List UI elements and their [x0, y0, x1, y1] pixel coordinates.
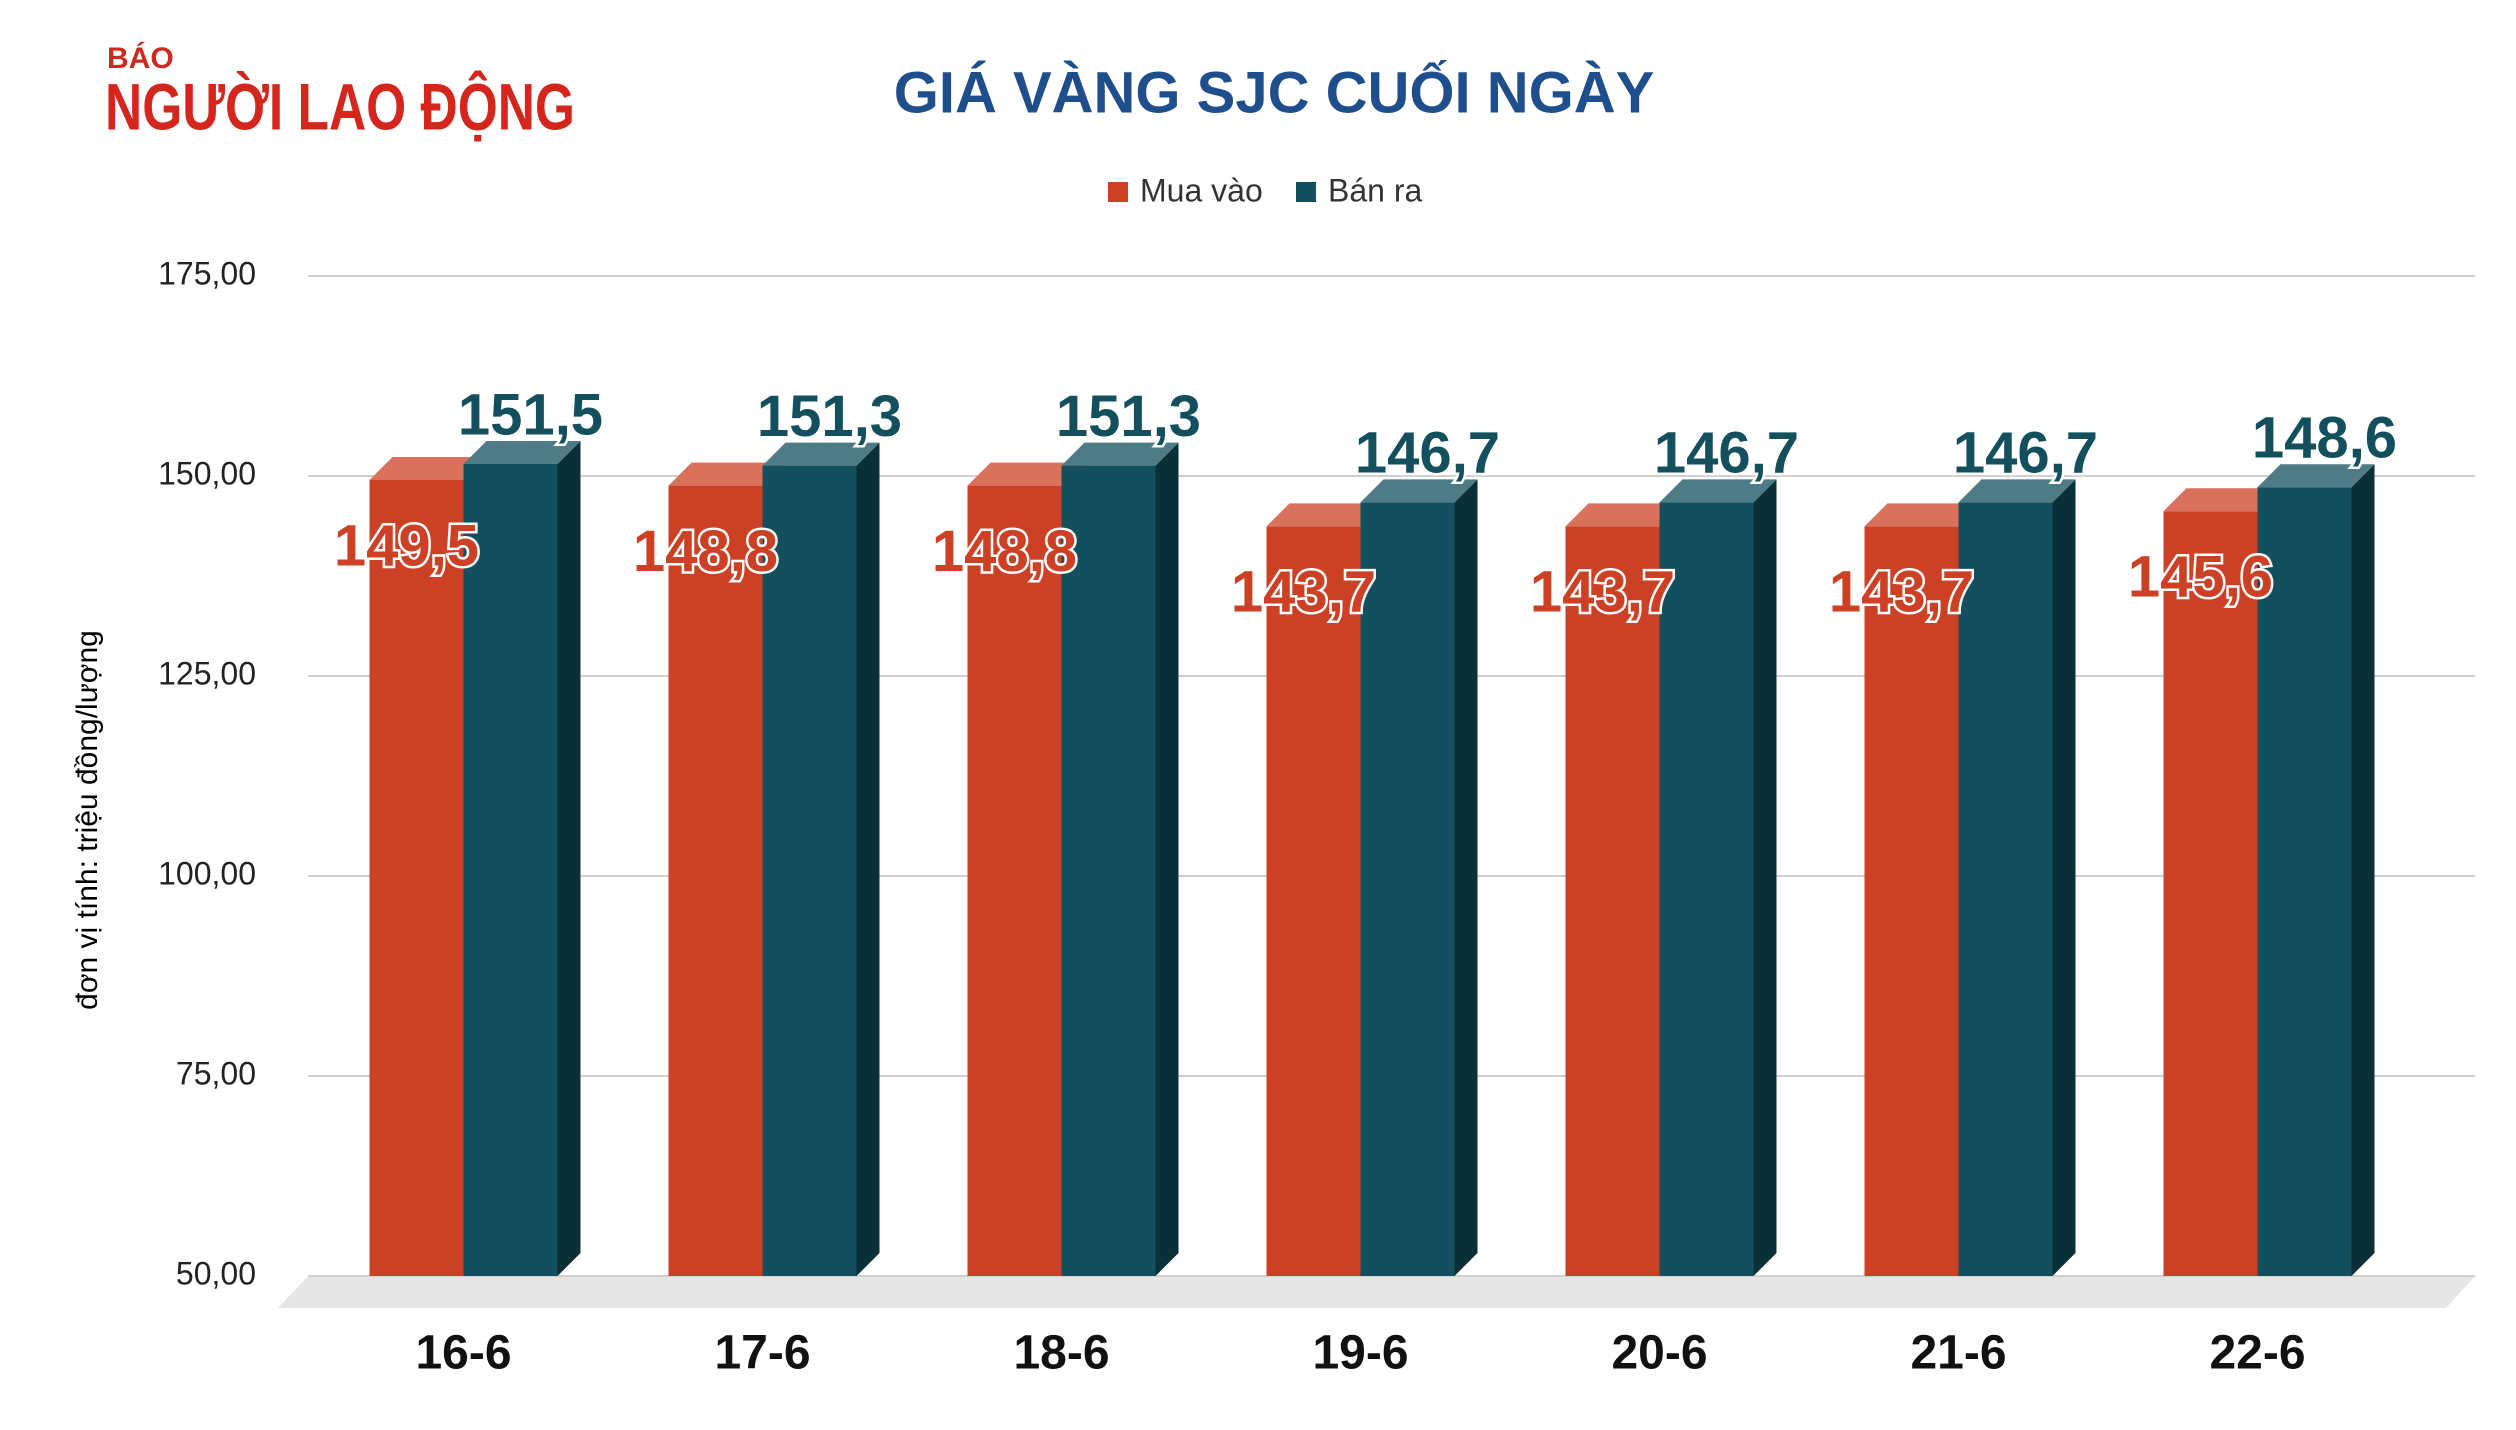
data-label: 143,7 — [1231, 560, 1376, 625]
bar — [2163, 511, 2258, 1276]
bar — [2257, 487, 2352, 1276]
floor — [278, 1276, 2475, 1308]
data-label: 146,7 — [1953, 421, 2098, 486]
logo-small: BÁO — [107, 41, 174, 75]
y-tick-label: 125,00 — [158, 655, 256, 691]
data-label: 143,7 — [1829, 560, 1974, 625]
bar — [1864, 526, 1959, 1276]
data-label: 148,8 — [932, 519, 1077, 584]
bar-top — [1061, 442, 1179, 466]
x-tick-label: 19-6 — [1312, 1327, 1408, 1380]
bar-top — [1958, 479, 2076, 503]
chart-title: GIÁ VÀNG SJC CUỐI NGÀY — [894, 60, 1655, 125]
y-tick-label: 75,00 — [176, 1055, 256, 1091]
x-tick-label: 17-6 — [714, 1327, 810, 1380]
y-tick-label: 50,00 — [176, 1255, 256, 1291]
bar — [967, 485, 1062, 1277]
x-tick-label: 16-6 — [415, 1327, 511, 1380]
bar-top — [369, 457, 487, 480]
y-tick-label: 150,00 — [158, 455, 256, 491]
bar-side — [557, 441, 581, 1276]
bar-side — [1454, 479, 1478, 1276]
bar — [369, 480, 464, 1276]
data-label: 151,3 — [757, 384, 902, 449]
bar-side — [1155, 442, 1179, 1277]
bar-top — [463, 441, 581, 464]
bar — [1061, 465, 1156, 1277]
legend-label: Bán ra — [1328, 172, 1422, 208]
bar-top — [762, 442, 880, 466]
bar-top — [2257, 464, 2375, 488]
legend-swatch — [1108, 182, 1128, 202]
bar — [1565, 526, 1660, 1276]
y-tick-label: 100,00 — [158, 855, 256, 891]
x-tick-label: 22-6 — [2209, 1327, 2305, 1380]
logo-name: NGƯỜI LAO ĐỘNG — [105, 69, 575, 143]
bar — [762, 465, 857, 1277]
bar-top — [1360, 479, 1478, 503]
legend-label: Mua vào — [1140, 172, 1263, 208]
bar — [1266, 526, 1361, 1276]
bar-top — [668, 462, 786, 486]
data-label: 149,5 — [334, 513, 479, 578]
data-label: 151,3 — [1056, 384, 1201, 449]
legend-swatch — [1296, 182, 1316, 202]
data-label: 146,7 — [1355, 421, 1500, 486]
bar-side — [856, 442, 880, 1277]
data-label: 151,5 — [458, 382, 603, 447]
x-tick-label: 18-6 — [1013, 1327, 1109, 1380]
data-label: 148,8 — [633, 519, 778, 584]
bar-top — [967, 462, 1085, 486]
bar-side — [1753, 479, 1777, 1276]
bar-top — [1565, 503, 1683, 527]
bar-side — [2351, 464, 2375, 1276]
bar-top — [1659, 479, 1777, 503]
bar-top — [2163, 488, 2281, 512]
bar — [463, 464, 558, 1276]
y-tick-label: 175,00 — [158, 255, 256, 291]
bar — [668, 485, 763, 1277]
bar — [1659, 502, 1754, 1276]
bar — [1360, 502, 1455, 1276]
data-label: 146,7 — [1654, 421, 1799, 486]
data-label: 143,7 — [1530, 560, 1675, 625]
x-tick-label: 20-6 — [1611, 1327, 1707, 1380]
x-tick-label: 21-6 — [1910, 1327, 2006, 1380]
bar-side — [2052, 479, 2076, 1276]
data-label: 145,6 — [2128, 545, 2273, 610]
bar-top — [1864, 503, 1982, 527]
bar-top — [1266, 503, 1384, 527]
data-label: 148,6 — [2252, 406, 2397, 471]
bar — [1958, 502, 2053, 1276]
y-axis-label: đơn vị tính: triệu đồng/lượng — [71, 630, 104, 1010]
